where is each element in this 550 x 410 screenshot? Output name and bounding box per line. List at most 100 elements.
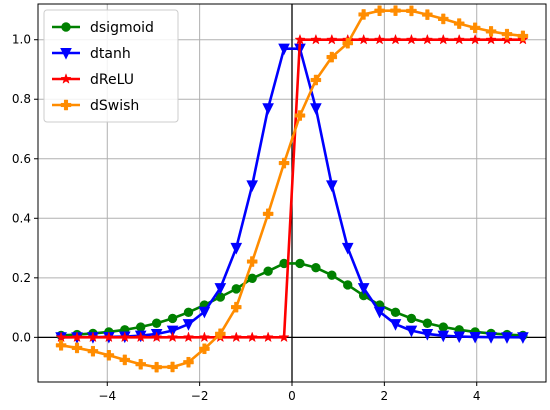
data-point-drelu — [198, 331, 211, 343]
data-point-dswish — [103, 350, 115, 361]
data-point-dswish — [342, 37, 353, 49]
legend-label-drelu: dReLU — [90, 72, 134, 88]
data-point-drelu — [421, 33, 434, 45]
legend-label-dtanh: dtanh — [90, 46, 131, 62]
series-dswish — [55, 5, 529, 373]
data-point-dtanh — [262, 103, 274, 115]
legend-marker-dsigmoid — [61, 22, 71, 32]
data-point-dtanh — [214, 283, 227, 295]
data-point-drelu — [326, 33, 338, 45]
data-point-drelu — [294, 33, 306, 45]
data-point-drelu — [405, 33, 418, 45]
data-point-dsigmoid — [151, 318, 162, 328]
data-point-dswish — [501, 28, 513, 40]
data-point-dswish — [71, 342, 83, 354]
data-point-dtanh — [405, 325, 418, 338]
data-point-drelu — [357, 33, 370, 45]
data-point-drelu — [469, 33, 481, 45]
data-point-dtanh — [341, 242, 354, 255]
legend-marker-dswish — [60, 99, 72, 111]
data-point-dswish — [231, 301, 242, 313]
data-point-drelu — [453, 33, 465, 45]
data-point-drelu — [103, 331, 115, 343]
data-point-dtanh — [230, 242, 243, 255]
data-point-dswish — [422, 9, 433, 20]
data-point-drelu — [150, 331, 163, 343]
data-point-drelu — [389, 33, 402, 45]
x-tick-label: 4 — [473, 389, 481, 403]
data-point-dsigmoid — [406, 313, 417, 324]
data-point-dswish — [374, 5, 385, 16]
x-axis-ticks: −4 −2 0 2 4 — [98, 382, 481, 403]
data-point-dsigmoid — [167, 313, 178, 324]
legend: dsigmoid dtanh dReLU dSwish — [43, 9, 179, 123]
y-tick-label: 0.8 — [12, 92, 31, 106]
data-point-drelu — [135, 331, 147, 343]
data-point-dswish — [183, 356, 194, 368]
data-point-dtanh — [501, 332, 513, 344]
data-point-dsigmoid — [438, 322, 448, 332]
x-tick-label: 0 — [288, 389, 296, 403]
data-point-dswish — [517, 30, 529, 42]
data-point-drelu — [373, 33, 386, 45]
data-point-dtanh — [421, 328, 434, 341]
data-point-dsigmoid — [136, 322, 146, 332]
data-point-dtanh — [278, 43, 290, 56]
data-point-dsigmoid — [343, 280, 353, 290]
data-point-drelu — [230, 331, 242, 343]
y-tick-label: 0.2 — [12, 271, 31, 285]
data-point-dtanh — [310, 103, 322, 115]
data-point-drelu — [278, 331, 290, 343]
data-point-dswish — [390, 5, 401, 16]
data-point-dtanh — [198, 306, 211, 319]
data-point-drelu — [182, 331, 195, 343]
data-point-dswish — [310, 74, 322, 86]
data-point-dtanh — [166, 325, 179, 338]
data-point-drelu — [262, 331, 274, 343]
data-point-dtanh — [517, 332, 529, 344]
data-point-dtanh — [373, 306, 386, 319]
data-point-dswish — [246, 256, 258, 267]
data-point-dswish — [469, 22, 481, 34]
data-point-dtanh — [326, 180, 338, 192]
data-point-drelu — [55, 331, 67, 343]
data-point-dswish — [55, 340, 67, 351]
data-point-dsigmoid — [422, 318, 433, 328]
legend-marker-drelu — [60, 73, 72, 84]
data-point-dsigmoid — [327, 270, 337, 280]
y-tick-label: 0.6 — [12, 152, 31, 166]
data-point-dswish — [135, 358, 146, 370]
x-tick-label: −4 — [98, 389, 116, 403]
data-point-drelu — [71, 331, 83, 343]
data-point-dswish — [278, 157, 290, 169]
data-point-dtanh — [182, 319, 195, 331]
y-tick-label: 1.0 — [12, 33, 31, 47]
data-point-drelu — [485, 33, 497, 45]
data-point-dtanh — [357, 283, 370, 295]
data-point-dswish — [87, 345, 99, 357]
legend-marker-dtanh — [60, 48, 72, 60]
series-layer — [55, 5, 529, 373]
data-point-dswish — [326, 51, 338, 63]
data-point-dswish — [294, 110, 306, 121]
data-point-dtanh — [246, 180, 258, 192]
legend-label-dswish: dSwish — [90, 98, 139, 114]
y-tick-label: 0.0 — [12, 330, 31, 344]
data-point-drelu — [119, 331, 131, 343]
data-point-dtanh — [469, 331, 481, 344]
data-point-dtanh — [453, 331, 466, 344]
y-axis-ticks: 0.0 0.2 0.4 0.6 0.8 1.0 — [12, 33, 38, 344]
data-point-drelu — [166, 331, 179, 343]
data-point-drelu — [437, 33, 449, 45]
data-point-dtanh — [437, 330, 450, 343]
data-point-dsigmoid — [247, 273, 257, 284]
data-point-dswish — [215, 328, 226, 340]
data-point-dsigmoid — [183, 307, 194, 318]
data-point-dsigmoid — [231, 284, 241, 294]
data-point-dtanh — [485, 332, 497, 344]
x-tick-label: 2 — [381, 389, 389, 403]
y-tick-label: 0.4 — [12, 211, 31, 225]
legend-label-dsigmoid: dsigmoid — [90, 20, 154, 36]
data-point-dsigmoid — [390, 307, 401, 318]
